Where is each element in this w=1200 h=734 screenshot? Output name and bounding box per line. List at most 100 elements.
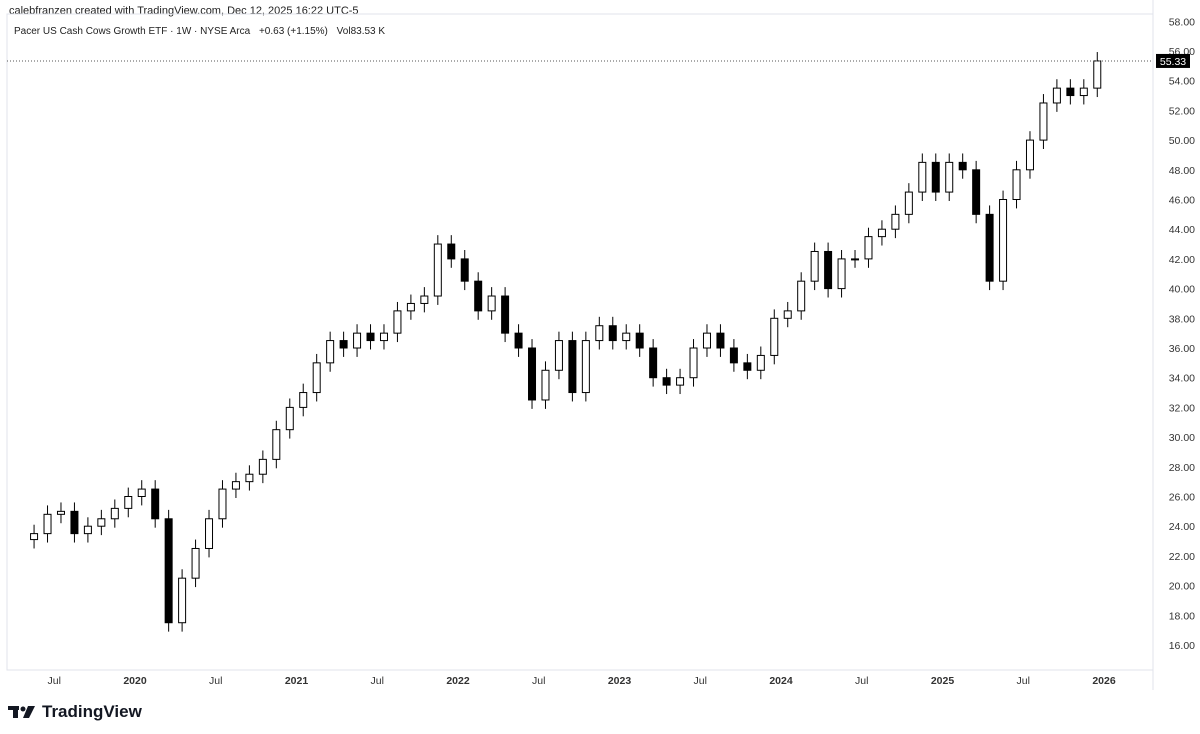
candle-body xyxy=(689,347,698,379)
candle-body xyxy=(97,518,106,527)
candle-body xyxy=(743,362,752,371)
y-tick-label: 20.00 xyxy=(1169,581,1195,593)
candle-body xyxy=(272,429,281,460)
candle xyxy=(1066,79,1075,105)
candle xyxy=(353,324,362,357)
candle-body xyxy=(56,510,65,515)
x-tick-label: Jul xyxy=(532,675,545,687)
y-tick-label: 36.00 xyxy=(1169,343,1195,355)
candle-body xyxy=(460,258,469,282)
candle-body xyxy=(299,392,308,408)
candle-body xyxy=(851,258,860,261)
candle xyxy=(864,227,873,268)
y-tick-label: 40.00 xyxy=(1169,284,1195,296)
candle xyxy=(958,153,967,179)
x-tick-label: 2020 xyxy=(123,675,147,687)
candle xyxy=(97,509,106,536)
candle xyxy=(676,368,685,395)
y-tick-label: 48.00 xyxy=(1169,165,1195,177)
candle-body xyxy=(353,332,362,349)
candle-body xyxy=(837,258,846,290)
candle-body xyxy=(178,577,187,624)
candle xyxy=(191,539,200,588)
candle xyxy=(501,287,510,343)
candle-body xyxy=(393,310,402,334)
candle xyxy=(83,517,92,543)
candle-body xyxy=(972,169,981,215)
candle xyxy=(985,205,994,291)
y-tick-label: 18.00 xyxy=(1169,610,1195,622)
candle xyxy=(151,480,160,528)
candle-body xyxy=(891,213,900,230)
candle xyxy=(635,324,644,357)
candle xyxy=(851,249,860,268)
candle xyxy=(30,524,39,549)
price-change: +0.63 (+1.15%) xyxy=(258,26,328,37)
y-tick-label: 26.00 xyxy=(1169,492,1195,504)
y-tick-label: 32.00 xyxy=(1169,402,1195,414)
volume: Vol83.53 K xyxy=(336,26,386,37)
candle-body xyxy=(83,525,92,535)
candle xyxy=(299,383,308,417)
candle-body xyxy=(797,280,806,312)
x-tick-label: Jul xyxy=(209,675,222,687)
candle xyxy=(218,480,227,528)
candle xyxy=(716,324,725,357)
y-tick-label: 42.00 xyxy=(1169,254,1195,266)
x-tick-label: Jul xyxy=(694,675,707,687)
candle xyxy=(877,220,886,246)
candle-body xyxy=(554,340,563,371)
candle xyxy=(608,316,617,350)
candle xyxy=(231,472,240,498)
candle xyxy=(945,153,954,201)
candle-body xyxy=(1093,60,1102,89)
candle-body xyxy=(622,332,631,342)
candle xyxy=(460,249,469,291)
candle xyxy=(110,499,119,528)
candle xyxy=(837,249,846,298)
x-tick-label: Jul xyxy=(1017,675,1030,687)
candle xyxy=(770,309,779,365)
candle xyxy=(514,324,523,357)
candle-body xyxy=(205,518,214,549)
candle xyxy=(406,294,415,320)
candle-body xyxy=(702,332,711,349)
candle xyxy=(474,272,483,320)
candle xyxy=(931,153,940,201)
candle-body xyxy=(474,280,483,312)
candle xyxy=(272,420,281,469)
candle xyxy=(649,339,658,387)
x-tick-label: Jul xyxy=(371,675,384,687)
y-tick-label: 34.00 xyxy=(1169,373,1195,385)
candle-body xyxy=(756,354,765,371)
tradingview-logo[interactable]: TradingView xyxy=(8,702,142,722)
candle xyxy=(999,190,1008,291)
candle-body xyxy=(810,250,819,282)
candle-body xyxy=(43,513,52,535)
candle-body xyxy=(528,347,537,401)
y-tick-label: 38.00 xyxy=(1169,313,1195,325)
candle xyxy=(756,346,765,380)
candle-body xyxy=(70,510,79,535)
x-tick-label: Jul xyxy=(855,675,868,687)
candle xyxy=(285,398,294,439)
candle-body xyxy=(151,488,160,520)
candle xyxy=(43,505,52,543)
candle xyxy=(379,324,388,350)
candle-body xyxy=(487,295,496,312)
y-tick-label: 58.00 xyxy=(1169,16,1195,28)
candle-body xyxy=(379,332,388,342)
candle-body xyxy=(649,347,658,379)
candle-body xyxy=(581,340,590,394)
last-price-label-bg xyxy=(1156,53,1190,68)
candle xyxy=(783,301,792,328)
y-tick-label: 22.00 xyxy=(1169,551,1195,563)
candle xyxy=(1039,94,1048,150)
candle-body xyxy=(864,236,873,260)
candle-body xyxy=(420,295,429,304)
candle-body xyxy=(406,302,415,312)
candle xyxy=(487,287,496,320)
candle xyxy=(137,480,146,506)
x-tick-label: 2026 xyxy=(1092,675,1116,687)
